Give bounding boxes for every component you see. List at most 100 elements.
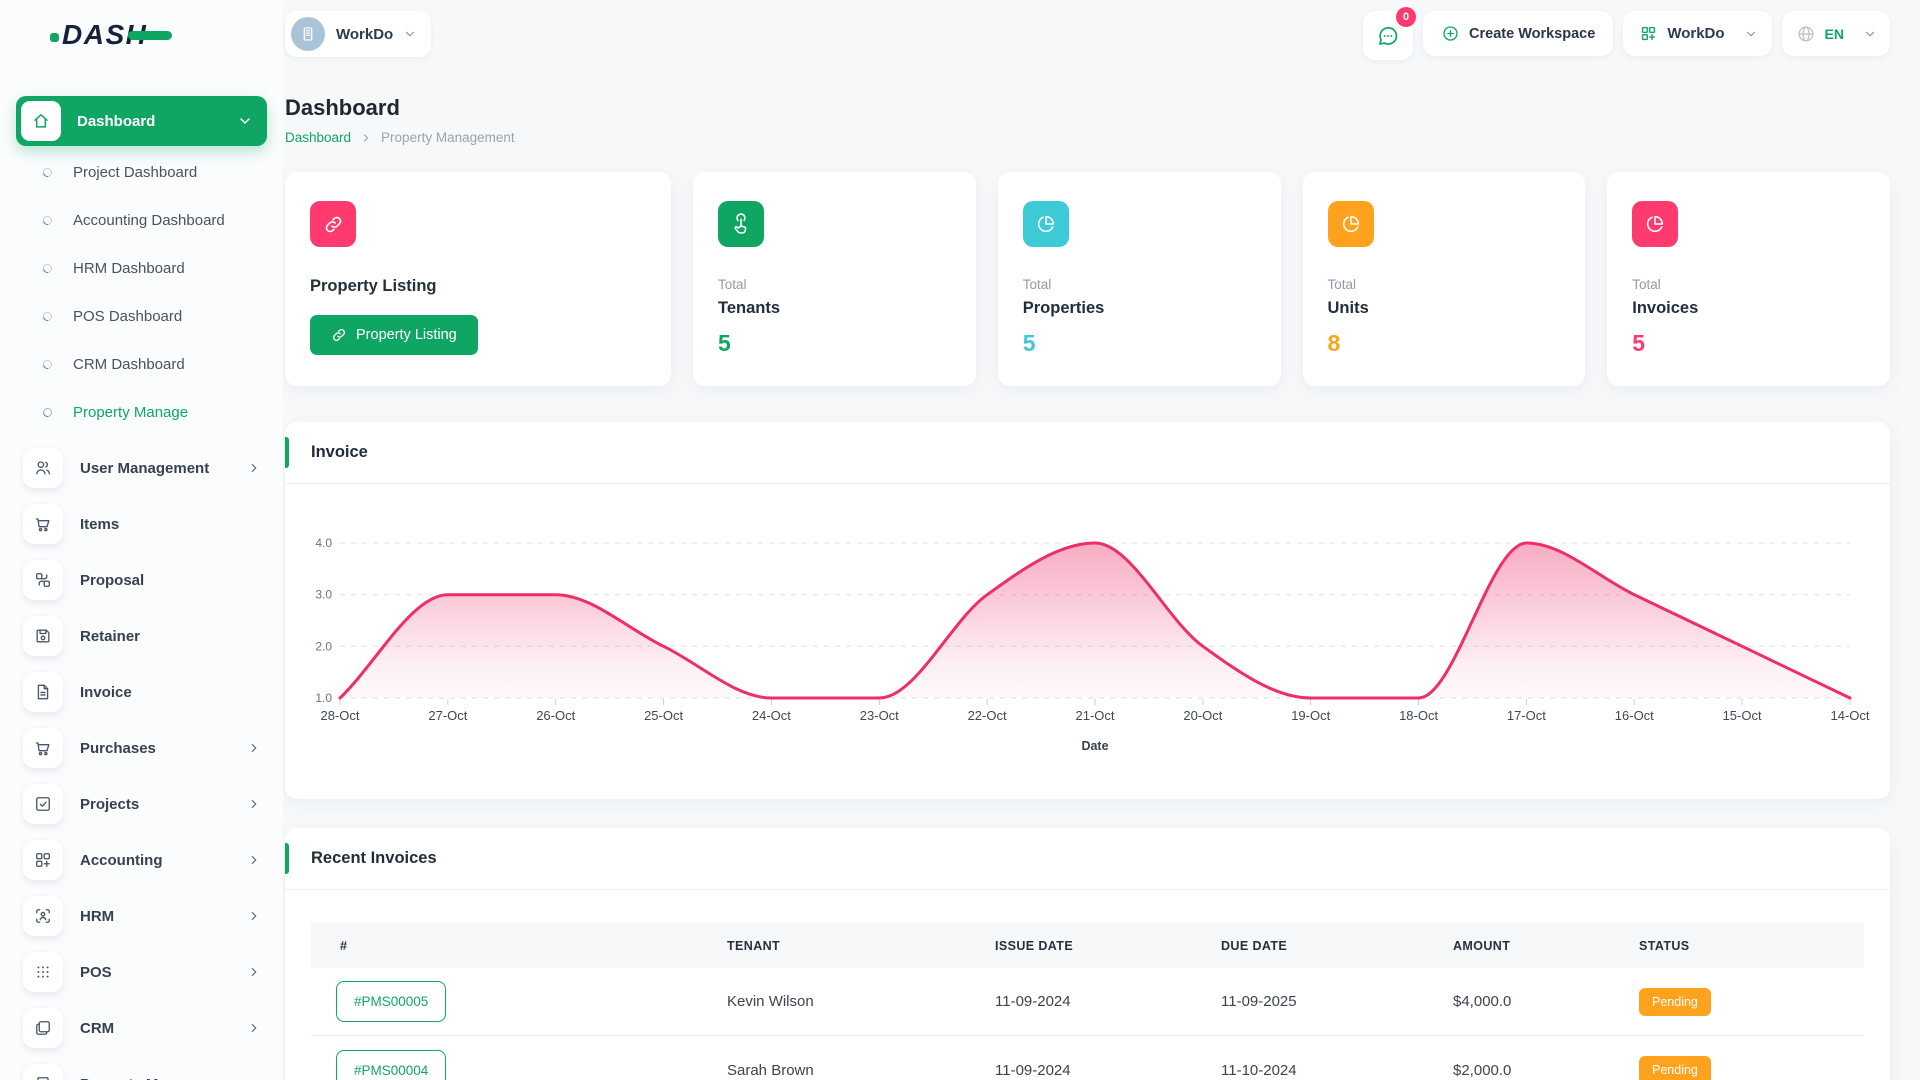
sidebar-item-label: Property Manage [80, 1076, 202, 1080]
x-tick-label: 21-Oct [1075, 708, 1114, 723]
stat-value: 8 [1327, 330, 1341, 356]
issue-date-cell: 11-09-2024 [995, 1061, 1071, 1079]
tenant-cell: Sarah Brown [727, 1061, 814, 1079]
x-tick-label: 19-Oct [1291, 708, 1330, 723]
checkSquare-icon [36, 797, 50, 811]
sidebar-item-accounting[interactable]: Accounting [0, 832, 283, 888]
sidebar-subitem-pos-dashboard[interactable]: POS Dashboard [0, 292, 283, 340]
amount-cell: $2,000.0 [1453, 1061, 1512, 1079]
chart-line [338, 541, 1852, 700]
create-workspace-button[interactable]: Create Workspace [1423, 11, 1614, 56]
chevron-down-icon [406, 31, 415, 37]
invoice-chart-svg: 4.0 3.0 2.0 1.0 28-Oct 27-Oct 26-Oct 25-Oct 24-O… [315, 536, 1870, 753]
stat-label: Properties [1022, 299, 1105, 317]
link-icon [310, 201, 356, 247]
sidebar-subitem-label: Project Dashboard [73, 163, 198, 181]
pie-chart-icon [1022, 201, 1069, 247]
chevron-down-icon [403, 27, 417, 41]
users-icon [36, 461, 51, 475]
invoice-id-button[interactable]: #PMS00005 [336, 981, 447, 1022]
home-icon [21, 101, 61, 141]
sidebar-subitem-hrm-dashboard[interactable]: HRM Dashboard [0, 244, 283, 292]
sidebar-item-items[interactable]: Items [0, 496, 283, 552]
status-badge[interactable]: Pending [1639, 1056, 1711, 1080]
chevron-right-icon [247, 797, 261, 811]
sidebar-item-projects[interactable]: Projects [0, 776, 283, 832]
stat-prefix: Total [1327, 277, 1357, 292]
file-icon [37, 684, 49, 700]
sidebar-item-label: Items [80, 515, 120, 533]
chevron-right-icon [251, 855, 257, 865]
pie-chart-icon [1327, 201, 1374, 247]
x-tick-label: 22-Oct [968, 708, 1007, 723]
property-listing-button[interactable]: Property Listing [310, 315, 478, 355]
sidebar-item-crm[interactable]: CRM [0, 1000, 283, 1056]
sidebar-subitem-project-dashboard[interactable]: Project Dashboard [0, 148, 283, 196]
breadcrumb-dashboard-link[interactable]: Dashboard [285, 130, 352, 145]
stat-card-units: Total Units 8 [1302, 172, 1586, 386]
table-row: #PMS00004 Sarah Brown 11-09-2024 11-10-2024… [311, 1036, 1864, 1080]
chevron-down-icon [1863, 27, 1877, 41]
sidebar-subitem-label: HRM Dashboard [73, 259, 185, 277]
sidebar-item-purchases[interactable]: Purchases [0, 720, 283, 776]
sidebar-item-label: Projects [80, 795, 140, 813]
pie-icon [1647, 215, 1664, 233]
language-selector[interactable]: EN [1781, 11, 1890, 56]
x-tick-label: 15-Oct [1723, 708, 1762, 723]
userScan-icon [36, 909, 50, 923]
page-content: Dashboard Dashboard Property Management … [283, 70, 1920, 1080]
sidebar-item-dashboard[interactable]: Dashboard [16, 96, 267, 146]
sidebar-subitem-property-manage[interactable]: Property Manage [0, 388, 283, 436]
chevron-right-icon [251, 463, 257, 473]
sidebar-subitem-crm-dashboard[interactable]: CRM Dashboard [0, 340, 283, 388]
sidebar-item-proposal[interactable]: Proposal [0, 552, 283, 608]
x-tick-label: 27-Oct [428, 708, 467, 723]
x-tick-label: 14-Oct [1830, 708, 1869, 723]
property-listing-button-label: Property Listing [356, 327, 457, 343]
chevron-right-icon [251, 911, 257, 921]
tap-icon [718, 201, 764, 247]
brand-logo[interactable]: DASH [0, 0, 283, 70]
sidebar-subitem-accounting-dashboard[interactable]: Accounting Dashboard [0, 196, 283, 244]
x-tick-label: 24-Oct [752, 708, 791, 723]
stat-card-invoices: Total Invoices 5 [1607, 172, 1890, 386]
cart-icon [35, 518, 50, 532]
bullet-icon [41, 165, 54, 179]
column-header-tenant: TENANT [727, 938, 781, 953]
chevron-right-icon [251, 743, 257, 753]
chat-icon [1376, 24, 1400, 48]
workspace-selector[interactable]: WorkDo [285, 11, 432, 57]
stat-card-tenants: Total Tenants 5 [693, 172, 976, 386]
sidebar-item-invoice[interactable]: Invoice [0, 664, 283, 720]
messages-button[interactable]: 0 [1363, 7, 1417, 60]
sidebar-item-label: Retainer [80, 627, 141, 645]
chevron-down-icon [1865, 31, 1875, 36]
sidebar-item-property-manage[interactable]: Property Manage [0, 1056, 283, 1080]
sidebar-item-label: Invoice [80, 683, 132, 701]
y-tick-label: 4.0 [315, 536, 332, 550]
status-badge[interactable]: Pending [1639, 987, 1711, 1016]
invoice-id-button[interactable]: #PMS00004 [336, 1049, 447, 1080]
sidebar-subitem-label: CRM Dashboard [73, 355, 185, 373]
dotsGrid-icon [37, 966, 49, 978]
link-icon [332, 328, 346, 342]
stat-cards-row: Property Listing Property Listing Total T… [285, 172, 1890, 386]
sidebar-item-retainer[interactable]: Retainer [0, 608, 283, 664]
invoice-chart-header: Invoice [285, 422, 1890, 484]
app-menu-button[interactable]: WorkDo [1623, 11, 1772, 56]
chevron-right-icon [247, 909, 261, 923]
sidebar-item-label: POS [80, 963, 112, 981]
chevron-right-icon [251, 967, 257, 977]
globe-icon [1796, 24, 1816, 44]
chevron-right-icon [363, 133, 369, 142]
workspace-name: WorkDo [336, 25, 394, 43]
sidebar-item-user-management[interactable]: User Management [0, 440, 283, 496]
x-tick-label: 18-Oct [1399, 708, 1438, 723]
accent-bar [285, 437, 289, 468]
pie-icon [1037, 215, 1054, 233]
sidebar-item-hrm[interactable]: HRM [0, 888, 283, 944]
sidebar-item-pos[interactable]: POS [0, 944, 283, 1000]
x-tick-label: 26-Oct [536, 708, 575, 723]
stat-prefix: Total [1022, 277, 1052, 292]
